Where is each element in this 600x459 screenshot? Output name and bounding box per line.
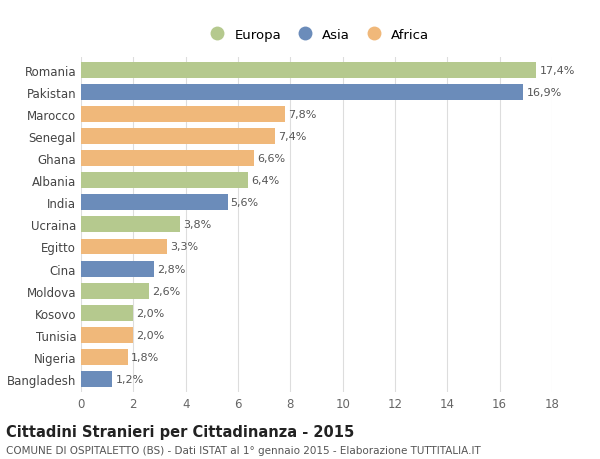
Text: Cittadini Stranieri per Cittadinanza - 2015: Cittadini Stranieri per Cittadinanza - 2… bbox=[6, 425, 354, 440]
Bar bbox=[81, 217, 181, 233]
Text: 2,6%: 2,6% bbox=[152, 286, 181, 296]
Bar bbox=[81, 327, 133, 343]
Text: 6,4%: 6,4% bbox=[251, 176, 280, 186]
Text: 2,0%: 2,0% bbox=[136, 308, 165, 318]
Text: 1,2%: 1,2% bbox=[116, 374, 144, 384]
Bar bbox=[81, 63, 536, 78]
Bar bbox=[81, 283, 149, 299]
Text: 2,0%: 2,0% bbox=[136, 330, 165, 340]
Text: 2,8%: 2,8% bbox=[157, 264, 186, 274]
Text: 1,8%: 1,8% bbox=[131, 352, 160, 362]
Text: COMUNE DI OSPITALETTO (BS) - Dati ISTAT al 1° gennaio 2015 - Elaborazione TUTTIT: COMUNE DI OSPITALETTO (BS) - Dati ISTAT … bbox=[6, 445, 481, 455]
Bar bbox=[81, 151, 254, 167]
Bar bbox=[81, 107, 285, 123]
Text: 6,6%: 6,6% bbox=[257, 154, 285, 164]
Bar bbox=[81, 173, 248, 189]
Text: 7,8%: 7,8% bbox=[288, 110, 317, 120]
Text: 3,8%: 3,8% bbox=[184, 220, 212, 230]
Bar bbox=[81, 349, 128, 365]
Bar bbox=[81, 195, 227, 211]
Bar bbox=[81, 239, 167, 255]
Text: 7,4%: 7,4% bbox=[278, 132, 306, 142]
Text: 17,4%: 17,4% bbox=[539, 66, 575, 76]
Bar bbox=[81, 371, 112, 387]
Bar bbox=[81, 261, 154, 277]
Legend: Europa, Asia, Africa: Europa, Asia, Africa bbox=[199, 24, 434, 47]
Bar bbox=[81, 129, 275, 145]
Text: 3,3%: 3,3% bbox=[170, 242, 199, 252]
Bar bbox=[81, 305, 133, 321]
Text: 5,6%: 5,6% bbox=[230, 198, 259, 208]
Text: 16,9%: 16,9% bbox=[526, 88, 562, 98]
Bar bbox=[81, 85, 523, 101]
